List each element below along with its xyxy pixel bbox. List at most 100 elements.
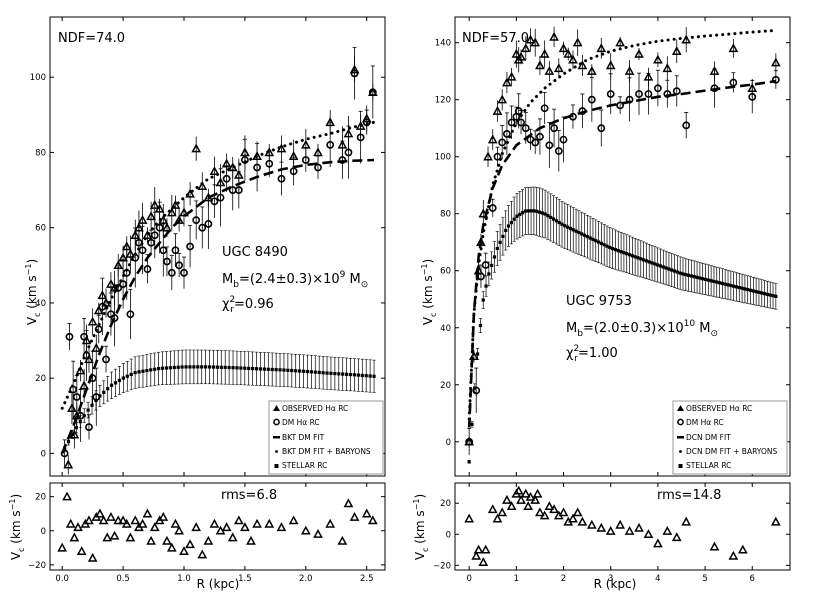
stellar-point (717, 281, 722, 285)
stellar-point (622, 251, 626, 255)
observed-point (69, 429, 80, 439)
left-legend-fit: BKT DM FIT (282, 433, 325, 442)
stellar-point (658, 264, 663, 268)
stellar-point (341, 372, 345, 376)
residual-point (118, 515, 128, 525)
stellar-point (113, 381, 118, 385)
residual-point (84, 515, 94, 525)
residual-point (709, 541, 720, 551)
stellar-point (215, 365, 219, 369)
stellar-point (518, 212, 522, 217)
observed-point (483, 151, 493, 161)
legend-circle-icon (677, 418, 684, 426)
stellar-point (751, 289, 755, 293)
dm-point (253, 163, 261, 172)
dm-point (277, 174, 286, 183)
stellar-point (86, 408, 90, 412)
stellar-point (625, 252, 629, 256)
x-tick-label: 2 (561, 574, 566, 584)
res-y-tick-label: 0 (41, 527, 46, 537)
stellar-point (577, 230, 581, 235)
stellar-point (372, 374, 376, 378)
stellar-point (720, 281, 724, 286)
stellar-point (133, 371, 137, 375)
x-tick-label: 3 (608, 574, 613, 584)
residual-point (530, 494, 541, 504)
left-legend-stellar: STELLAR RC (282, 461, 327, 470)
left-y-axis-label: Vc (km s−1) (24, 259, 42, 325)
stellar-point (231, 366, 235, 370)
right-rms-label: rms=14.8 (657, 488, 721, 503)
residual-point (106, 511, 116, 521)
right-chi-sup: 2 (574, 344, 580, 354)
observed-point (209, 166, 220, 176)
stellar-point (110, 383, 114, 387)
observed-point (605, 60, 616, 70)
dm-point (635, 90, 643, 98)
stellar-point (591, 237, 595, 241)
observed-point (185, 188, 195, 198)
right-mass-symbol: M (566, 321, 577, 336)
residual-point (471, 550, 482, 560)
right-residual-ticks: −20 0 20 (433, 499, 790, 571)
residual-point (325, 518, 336, 528)
dm-point (597, 124, 606, 133)
stellar-point (509, 220, 513, 225)
left-main-frame (49, 16, 386, 477)
dm-point (368, 88, 377, 97)
residual-point (577, 516, 588, 526)
dm-point (110, 314, 119, 322)
stellar-point (613, 248, 618, 252)
dm-point (344, 148, 353, 157)
left-ylabel-close: ) (25, 259, 39, 264)
observed-point (313, 147, 323, 157)
observed-point (770, 57, 781, 67)
observed-point (511, 48, 522, 58)
stellar-point (762, 292, 767, 296)
residual-point (615, 519, 626, 529)
stellar-point (498, 240, 502, 244)
residual-point (523, 501, 533, 511)
left-legend-fit-baryons: BKT DM FIT + BARYONS (282, 447, 371, 456)
observed-point (170, 199, 181, 209)
residual-point (166, 542, 177, 552)
observed-point (158, 214, 169, 224)
legend-square-icon (274, 464, 279, 468)
right-mass-value: =(2.0±0.3)×10 (583, 321, 684, 336)
dm-point (301, 156, 310, 164)
left-x-axis-label: R (kpc) (197, 577, 240, 591)
stellar-point (535, 209, 539, 213)
observed-point (174, 214, 184, 224)
dm-point (338, 156, 347, 164)
residual-point (137, 518, 148, 528)
stellar-point (204, 365, 208, 369)
y-tick-label: 0 (41, 449, 46, 459)
observed-point (476, 237, 486, 246)
stellar-point (627, 253, 632, 257)
stellar-point (180, 365, 184, 369)
residual-point (502, 494, 512, 504)
stellar-point (647, 260, 651, 264)
dm-point (241, 156, 249, 164)
legend-dash-icon (677, 436, 684, 439)
stellar-point (571, 228, 575, 232)
stellar-point (66, 440, 71, 444)
observed-point (568, 54, 578, 64)
right-dm-points (465, 68, 780, 456)
residual-point (653, 538, 663, 548)
observed-point (596, 43, 607, 53)
stellar-point (765, 292, 770, 296)
stellar-point (145, 368, 149, 373)
observed-point (681, 34, 692, 44)
observed-point (653, 54, 663, 64)
residual-point (288, 515, 299, 525)
dm-point (517, 118, 525, 127)
observed-point (671, 46, 682, 55)
left-residual-frame (49, 482, 386, 571)
stellar-point (325, 371, 329, 375)
stellar-point (481, 298, 485, 302)
stellar-point (701, 277, 705, 281)
stellar-point (551, 217, 556, 221)
